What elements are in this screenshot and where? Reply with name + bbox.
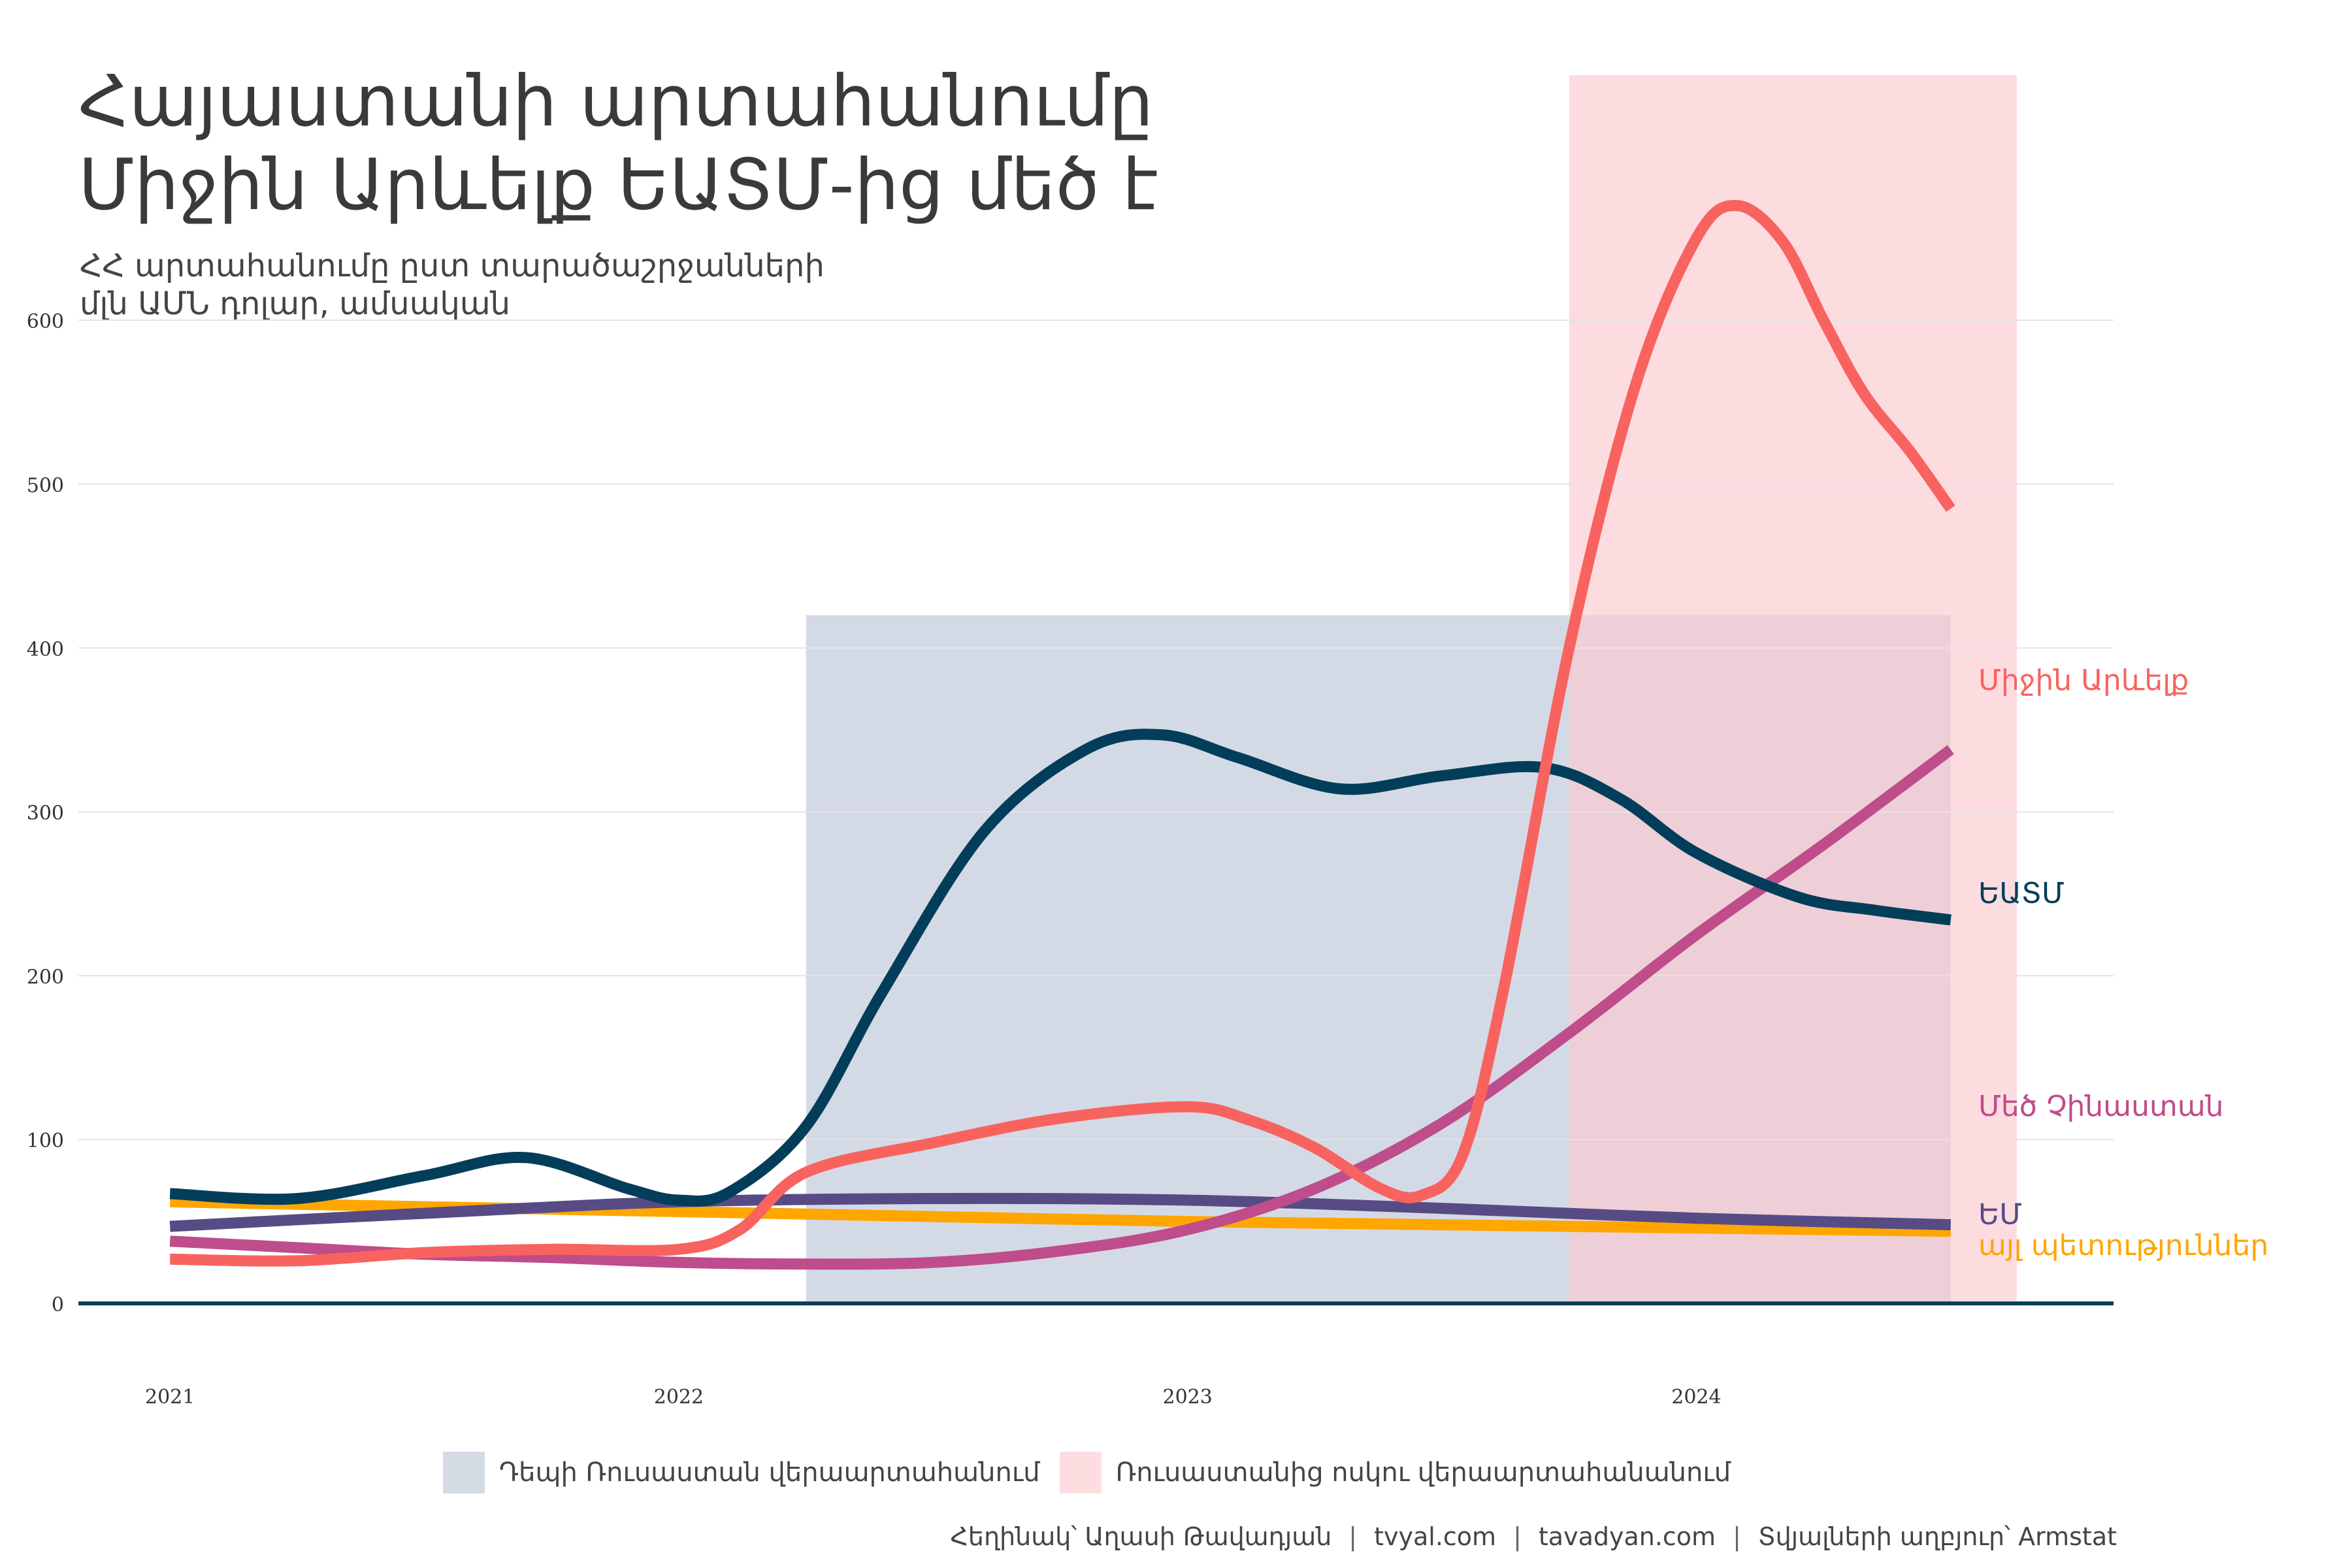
legend-label-reexport-russia: Դեպի Ռուսաստան վերաարտահանում [499, 1458, 1040, 1488]
title-line-1: Հայաստանի արտահանումը [78, 61, 1154, 142]
legend-item-gold-reexport: Ռուսաստանից ոսկու վերաարտահանանում [1059, 1452, 1731, 1494]
y-tick-label: 100 [27, 1130, 64, 1152]
y-tick-label: 600 [27, 310, 64, 333]
y-tick-label: 0 [52, 1294, 64, 1316]
legend-swatch-reexport-russia [443, 1452, 485, 1494]
chart-title: Հայաստանի արտահանումը Միջին Արևելք ԵԱՏՄ-… [78, 60, 1158, 227]
subtitle-line-1: ՀՀ արտահանումը ըստ տարածաշրջանների [80, 248, 825, 284]
legend: Դեպի Ռուսաստան վերաարտահանում Ռուսաստանի… [443, 1452, 1750, 1494]
caption-site-2: tavadyan.com [1538, 1522, 1716, 1551]
series-label-1: ԵԱՏՄ [1978, 877, 2065, 910]
chart-subtitle: ՀՀ արտահանումը ըստ տարածաշրջանների մլն Ա… [80, 247, 825, 323]
subtitle-line-2: մլն ԱՄՆ դոլար, ամսական [80, 286, 511, 322]
series-line-3 [169, 1192, 1952, 1232]
series-line-0 [170, 200, 1955, 1267]
series-label-2: Մեծ Չինաստան [1978, 1090, 2224, 1123]
caption-source: Տվյալների աղբյուր՝ Armstat [1757, 1522, 2117, 1551]
y-tick-label: 200 [27, 966, 64, 988]
caption-separator-1: | [1348, 1522, 1358, 1551]
caption-separator-3: | [1733, 1522, 1741, 1551]
y-tick-label: 300 [27, 802, 64, 825]
caption-site-1: tvyal.com [1374, 1522, 1497, 1551]
x-tick-label: 2021 [145, 1386, 195, 1409]
caption-author: Հեղինակ՝ Աղասի Թավադյան [950, 1522, 1332, 1551]
x-tick-label: 2023 [1162, 1386, 1212, 1409]
series-line-1 [169, 728, 1952, 1207]
caption-separator-2: | [1513, 1522, 1522, 1551]
shaded-region-1 [1569, 75, 2017, 1303]
y-tick-label: 400 [27, 638, 64, 661]
title-line-2: Միջին Արևելք ԵԱՏՄ-ից մեծ է [78, 144, 1158, 226]
x-tick-label: 2022 [654, 1386, 704, 1409]
caption: Հեղինակ՝ Աղասի Թավադյան | tvyal.com | tavady… [951, 1522, 2117, 1551]
series-label-3: ԵՄ [1978, 1198, 2022, 1232]
series-label-4: այլ պետություններ [1978, 1229, 2268, 1262]
legend-label-gold-reexport: Ռուսաստանից ոսկու վերաարտահանանում [1115, 1458, 1731, 1488]
legend-swatch-gold-reexport [1059, 1452, 1102, 1494]
y-tick-label: 500 [27, 474, 64, 497]
series-label-0: Միջին Արևելք [1978, 664, 2189, 697]
x-tick-label: 2024 [1671, 1386, 1721, 1409]
legend-item-reexport-russia: Դեպի Ռուսաստան վերաարտահանում [443, 1452, 1040, 1494]
